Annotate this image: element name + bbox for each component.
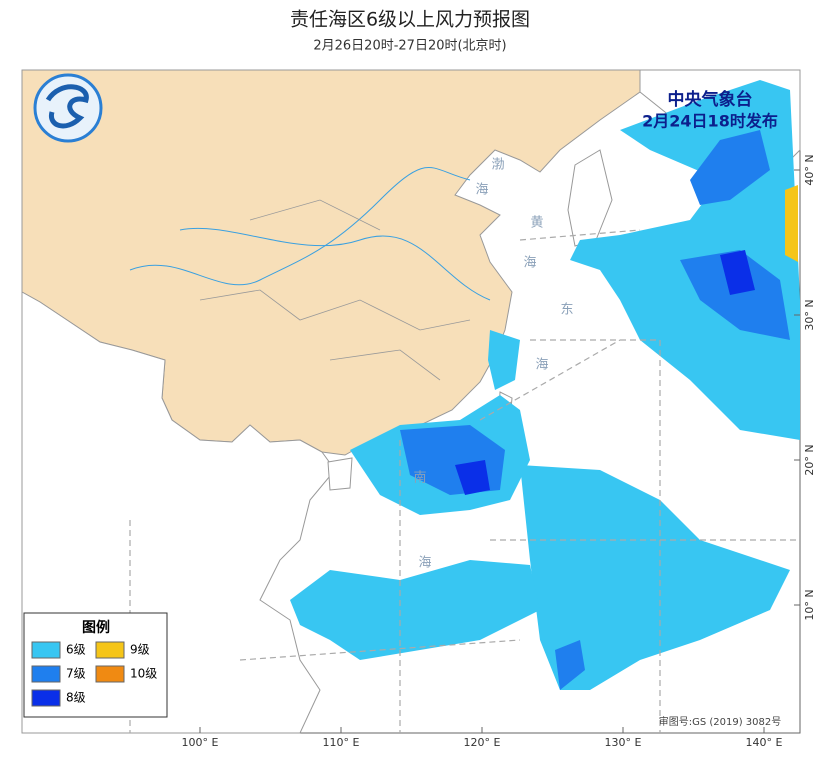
legend-label: 6级 — [66, 643, 86, 657]
province-border — [199, 199, 471, 381]
legend-title: 图例 — [82, 619, 110, 636]
sea-label: 海 — [475, 183, 488, 198]
legend-swatch — [95, 665, 125, 683]
wind-area — [455, 460, 490, 495]
wind-area — [488, 330, 520, 390]
sea-label: 南 — [413, 470, 426, 486]
legend-swatch — [95, 641, 125, 659]
lon-label: 100° E — [182, 736, 219, 749]
sea-label: 海 — [523, 256, 536, 271]
lat-label: 40° N — [803, 154, 816, 185]
legend-label: 9级 — [130, 643, 150, 657]
sea-label: 黄 — [530, 216, 543, 231]
wind-area — [690, 130, 770, 205]
sea-label: 海 — [535, 358, 548, 373]
hainan-land — [327, 457, 353, 491]
lat-label: 30° N — [803, 299, 816, 330]
subtitle: 2月26日20时-27日20时(北京时) — [313, 39, 506, 54]
map-approval: 审图号:GS (2019) 3082号 — [659, 715, 782, 728]
river — [129, 167, 471, 286]
legend-swatch — [31, 641, 61, 659]
legend: 图例 6级 7级 8级 9级 10级 — [23, 612, 168, 718]
legend-swatch — [31, 665, 61, 683]
lon-label: 130° E — [605, 736, 642, 749]
legend-swatch — [31, 689, 61, 707]
lon-label: 110° E — [323, 736, 360, 749]
title: 责任海区6级以上风力预报图 — [290, 9, 530, 31]
lon-label: 120° E — [464, 736, 501, 749]
logo-mark — [45, 84, 89, 129]
legend-label: 8级 — [66, 691, 86, 705]
legend-label: 7级 — [66, 667, 86, 681]
river — [179, 227, 491, 301]
wind-area — [290, 560, 540, 660]
wind-areas — [290, 80, 800, 690]
wind-area — [720, 250, 755, 295]
issue-time: 2月24日18时发布 — [642, 112, 778, 131]
sea-label: 渤 — [491, 157, 504, 173]
wind-area — [555, 640, 585, 690]
sea-label: 东 — [560, 303, 573, 318]
wind-area — [680, 250, 790, 340]
sea-label: 海 — [418, 556, 431, 571]
wind-area — [520, 465, 790, 690]
agency: 中央气象台 — [668, 89, 753, 110]
zone-line — [129, 229, 800, 733]
wind-area — [785, 185, 798, 262]
lat-label: 20° N — [803, 444, 816, 475]
lat-label: 10° N — [803, 589, 816, 620]
legend-label: 10级 — [130, 667, 157, 681]
lon-label: 140° E — [746, 736, 783, 749]
